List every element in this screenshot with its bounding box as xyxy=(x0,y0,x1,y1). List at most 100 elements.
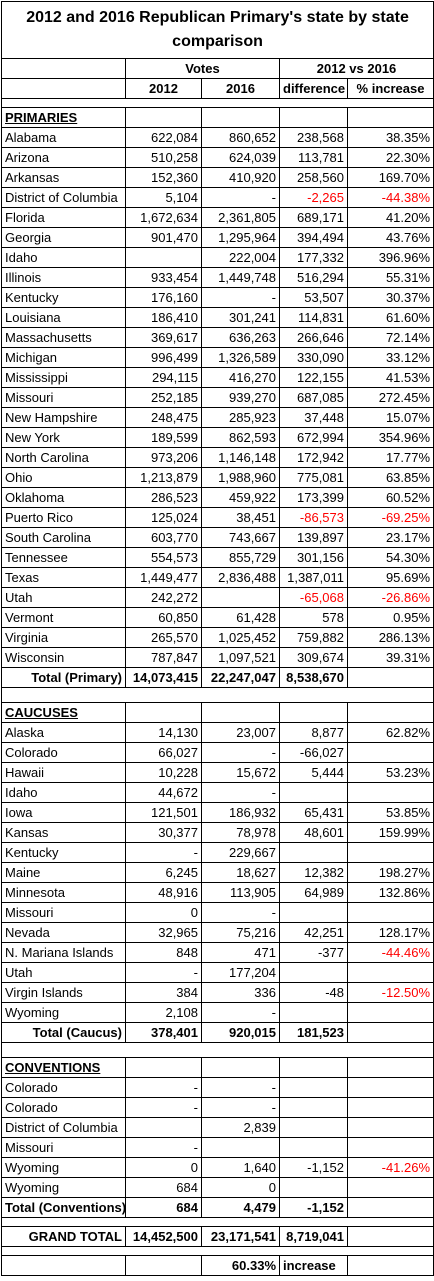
votes-2016: 75,216 xyxy=(201,922,280,943)
state-name: New York xyxy=(1,427,126,448)
difference xyxy=(279,962,348,983)
votes-2012: 787,847 xyxy=(125,647,202,668)
percent-increase: 53.85% xyxy=(346,802,434,823)
percent-increase: 41.53% xyxy=(346,367,434,388)
table-row: Mississippi 294,115 416,270 122,155 41.53% xyxy=(1,367,434,388)
votes-2012: 1,449,477 xyxy=(125,567,202,588)
table-row: Wyoming 2,108- xyxy=(1,1002,434,1023)
table-row: CONVENTIONS xyxy=(1,1057,434,1078)
votes-2016: 177,204 xyxy=(201,962,280,983)
percent-increase xyxy=(346,1137,434,1158)
state-name: Missouri xyxy=(1,387,126,408)
table-row: Michigan 996,499 1,326,589 330,090 33.12% xyxy=(1,347,434,368)
votes-2016: 0 xyxy=(201,1177,280,1198)
difference: 8,877 xyxy=(279,722,348,743)
table-row: Kansas 30,377 78,978 48,601 159.99% xyxy=(1,822,434,843)
table-row: Florida 1,672,634 2,361,805 689,171 41.20% xyxy=(1,207,434,228)
difference: 330,090 xyxy=(279,347,348,368)
state-name: Puerto Rico xyxy=(1,507,126,528)
state-name: Massachusetts xyxy=(1,327,126,348)
difference xyxy=(279,1077,348,1098)
total-value: 684 xyxy=(125,1197,202,1218)
percent-increase: 272.45% xyxy=(346,387,434,408)
state-name: Ohio xyxy=(1,467,126,488)
percent-increase xyxy=(346,1077,434,1098)
difference: -86,573 xyxy=(279,507,348,528)
gspacer xyxy=(0,1246,434,1256)
percent-increase: 55.31% xyxy=(346,267,434,288)
votes-2012: - xyxy=(125,962,202,983)
total-value: 14,073,415 xyxy=(125,667,202,688)
table-row: New York 189,599 862,593 672,994 354.96% xyxy=(1,427,434,448)
difference: -65,068 xyxy=(279,587,348,608)
total-value: -1,152 xyxy=(279,1197,348,1218)
difference: -48 xyxy=(279,982,348,1003)
difference: 65,431 xyxy=(279,802,348,823)
difference: 1,387,011 xyxy=(279,567,348,588)
difference: 689,171 xyxy=(279,207,348,228)
votes-2012: 252,185 xyxy=(125,387,202,408)
table-row: Alaska 14,130 23,007 8,877 62.82% xyxy=(1,722,434,743)
cell xyxy=(279,1057,348,1078)
percent-increase: 39.31% xyxy=(346,647,434,668)
state-name: District of Columbia xyxy=(1,1117,126,1138)
difference: 48,601 xyxy=(279,822,348,843)
percent-increase: -44.46% xyxy=(346,942,434,963)
difference: 53,507 xyxy=(279,287,348,308)
table-title: 2012 and 2016 Republican Primary's state… xyxy=(0,1,434,59)
state-name: Idaho xyxy=(1,247,126,268)
percent-increase xyxy=(346,782,434,803)
state-name: Hawaii xyxy=(1,762,126,783)
state-name: Wyoming xyxy=(1,1157,126,1178)
votes-2016: 1,025,452 xyxy=(201,627,280,648)
difference: 177,332 xyxy=(279,247,348,268)
section-title: PRIMARIES xyxy=(1,107,126,128)
votes-2016: 1,326,589 xyxy=(201,347,280,368)
table-row: Texas 1,449,477 2,836,488 1,387,011 95.69% xyxy=(1,567,434,588)
percent-increase xyxy=(346,1117,434,1138)
votes-2012: 242,272 xyxy=(125,587,202,608)
votes-2016: 285,923 xyxy=(201,407,280,428)
difference: 309,674 xyxy=(279,647,348,668)
difference: 172,942 xyxy=(279,447,348,468)
difference: 301,156 xyxy=(279,547,348,568)
difference xyxy=(279,842,348,863)
votes-2016: 1,640 xyxy=(201,1157,280,1178)
table-row: District of Columbia 5,104- -2,265 -44.38% xyxy=(1,187,434,208)
difference xyxy=(279,1117,348,1138)
percent-increase: 198.27% xyxy=(346,862,434,883)
table-row: Tennessee 554,573 855,729 301,156 54.30% xyxy=(1,547,434,568)
state-name: Idaho xyxy=(1,782,126,803)
difference: 37,448 xyxy=(279,407,348,428)
state-name: Virgin Islands xyxy=(1,982,126,1003)
votes-2016: - xyxy=(201,287,280,308)
votes-header: Votes xyxy=(125,58,280,79)
votes-2016: 743,667 xyxy=(201,527,280,548)
table-row: Nevada 32,965 75,216 42,251 128.17% xyxy=(1,922,434,943)
state-name: Minnesota xyxy=(1,882,126,903)
votes-2016: 301,241 xyxy=(201,307,280,328)
difference: 672,994 xyxy=(279,427,348,448)
percent-increase: 30.37% xyxy=(346,287,434,308)
votes-2016: 1,449,748 xyxy=(201,267,280,288)
votes-2016: 2,839 xyxy=(201,1117,280,1138)
votes-2016: 416,270 xyxy=(201,367,280,388)
votes-2012: 933,454 xyxy=(125,267,202,288)
state-name: Florida xyxy=(1,207,126,228)
section-title: CONVENTIONS xyxy=(1,1057,126,1078)
state-name: Utah xyxy=(1,962,126,983)
votes-2016: 2,361,805 xyxy=(201,207,280,228)
state-name: Oklahoma xyxy=(1,487,126,508)
table-row: Missouri 252,185 939,270 687,085 272.45% xyxy=(1,387,434,408)
votes-2012: 1,213,879 xyxy=(125,467,202,488)
cell xyxy=(346,1197,434,1218)
cell xyxy=(0,1042,434,1058)
table-row: 60.33% increase xyxy=(1,1255,434,1276)
total-value: 181,523 xyxy=(279,1022,348,1043)
percent-increase: 33.12% xyxy=(346,347,434,368)
table-row: GRAND TOTAL 14,452,500 23,171,541 8,719,041 xyxy=(1,1226,434,1247)
cell xyxy=(0,687,434,703)
votes-2016: 2,836,488 xyxy=(201,567,280,588)
